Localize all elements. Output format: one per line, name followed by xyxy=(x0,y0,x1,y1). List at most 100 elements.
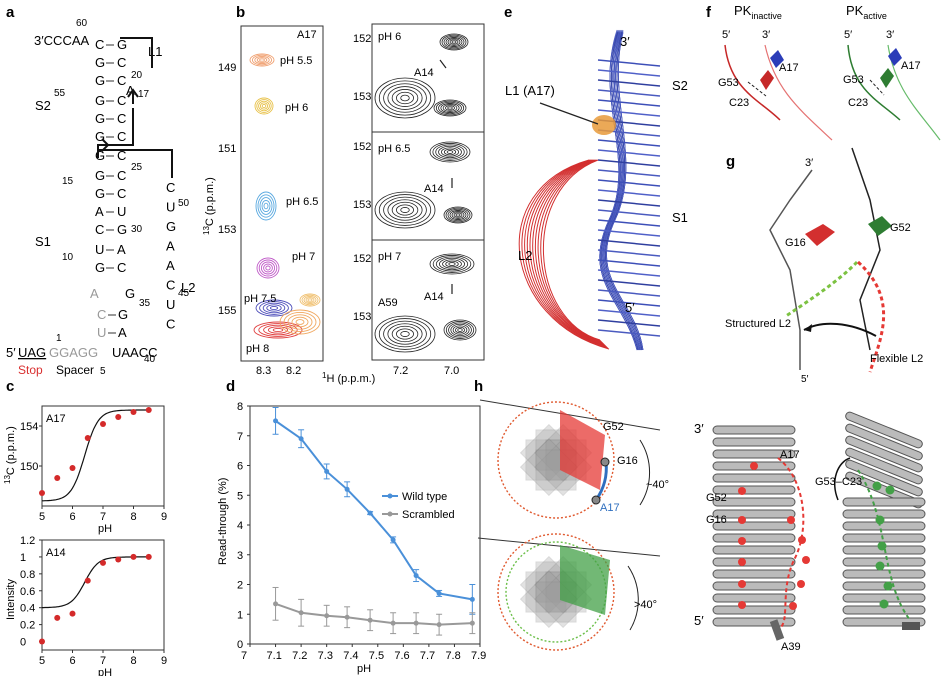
contour-ring xyxy=(451,211,465,219)
contour-ring xyxy=(448,262,456,266)
panel-label-g: g xyxy=(726,153,735,170)
bp-rod-right xyxy=(845,435,923,473)
contour-ring xyxy=(374,191,436,229)
num-50: 50 xyxy=(178,198,190,209)
contour-ring xyxy=(445,321,475,339)
base-pair-rung xyxy=(597,299,661,307)
y-label: 13C (p.p.m.) xyxy=(3,426,17,484)
f-A17-b: A17 xyxy=(901,60,921,72)
h-angle2: >40° xyxy=(634,599,657,611)
contour-ring xyxy=(305,297,315,303)
backbone-dark xyxy=(851,147,881,351)
backbone-trace xyxy=(604,31,643,351)
base-G53 xyxy=(880,68,894,88)
contour-ring xyxy=(387,323,423,345)
bp-rod-left xyxy=(712,569,796,579)
data-point xyxy=(344,486,350,492)
data-point xyxy=(54,614,61,621)
contour-ring xyxy=(449,39,459,45)
label-L2: L2 xyxy=(181,280,195,295)
base-right: U xyxy=(117,204,126,219)
hbond xyxy=(869,79,885,96)
contour-ring xyxy=(261,103,267,109)
data-point xyxy=(84,577,91,584)
plot-frame xyxy=(249,405,481,645)
b-xlabel: 1H (p.p.m.) xyxy=(322,371,375,385)
b-pH-contours xyxy=(249,53,321,339)
contour-ring xyxy=(400,207,410,213)
base-pair-rung xyxy=(597,199,661,207)
base-G53 xyxy=(760,70,774,90)
flexible-L2-path xyxy=(856,260,885,373)
bp-rod-left xyxy=(712,425,796,435)
y-tick-label: 154 xyxy=(20,421,38,433)
contour-ring xyxy=(256,257,280,279)
G52-base xyxy=(868,216,892,236)
L2-node xyxy=(738,516,746,524)
r-ytick-152c: 152 xyxy=(353,253,371,265)
base-right: C xyxy=(117,129,126,144)
contour-ring xyxy=(445,260,459,268)
contour-ring xyxy=(445,105,455,111)
base-pair-rung xyxy=(597,139,661,147)
contour-ring xyxy=(455,326,465,334)
num-5: 5 xyxy=(100,366,106,377)
panel-label-f: f xyxy=(706,4,712,21)
contour-ring xyxy=(447,106,453,110)
base-pair-rung xyxy=(597,79,661,87)
r-ytick-153c: 153 xyxy=(353,311,371,323)
base-pair-rung xyxy=(597,179,661,187)
data-point xyxy=(84,435,91,441)
data-point xyxy=(115,556,122,563)
r-xtick-70: 7.0 xyxy=(444,365,459,377)
x-tick-label: 9 xyxy=(161,511,167,523)
contour-ring xyxy=(450,323,470,337)
loop-base: A xyxy=(166,258,175,273)
y-label-sup: 13 xyxy=(3,475,12,484)
e-L1-label: L1 (A17) xyxy=(505,83,555,98)
r-ytick-153b: 153 xyxy=(353,199,371,211)
panel-d: d 7 7.1 7.2 7.3 7.4 7.5 7.6 7.7 7.8 7.9 0 1 2 3 4 5 6 7 8 W… xyxy=(217,378,486,675)
base-A17 xyxy=(770,50,784,68)
x-label: pH xyxy=(98,667,112,676)
contour-ring xyxy=(400,94,410,102)
contour-ring xyxy=(256,57,268,63)
label-pH65: pH 6.5 xyxy=(286,196,318,208)
data-point xyxy=(413,573,419,579)
y-tick-label: 1 xyxy=(237,609,243,621)
h-A17: A17 xyxy=(600,502,620,514)
structured-L2-path xyxy=(785,260,859,318)
backbone-trace xyxy=(599,30,638,351)
base-G: G xyxy=(118,307,128,322)
backbone-trace xyxy=(600,31,639,351)
x-tick-label: 6 xyxy=(70,655,76,667)
contour-ring xyxy=(446,150,454,154)
contour-ring xyxy=(396,91,414,105)
label-pH75: pH 7.5 xyxy=(244,293,276,305)
L1-line xyxy=(120,37,153,68)
series-line xyxy=(275,602,473,626)
base-right: C xyxy=(117,186,126,201)
contour-ring xyxy=(378,80,432,116)
h-r-A17: A17 xyxy=(780,449,800,461)
L2-node xyxy=(879,599,889,609)
contour-ring xyxy=(387,86,423,110)
f-5prime-b: 5′ xyxy=(844,29,852,41)
base-pair-rung xyxy=(597,269,661,277)
L2-node xyxy=(877,541,887,551)
base-left: G xyxy=(95,73,105,88)
five-prime: 5′ xyxy=(6,345,16,360)
num-55: 55 xyxy=(54,88,66,99)
arrowhead xyxy=(101,138,110,152)
sd-sequence: GGAGG xyxy=(49,345,98,360)
g-G52: G52 xyxy=(890,222,911,234)
x-label: pH xyxy=(357,663,371,675)
contour-ring xyxy=(447,38,461,46)
y-tick-label: 2 xyxy=(237,580,243,592)
h-G52: G52 xyxy=(603,421,624,433)
contour-ring xyxy=(441,34,467,50)
y-tick-label: 7 xyxy=(237,431,243,443)
bp-rod-left xyxy=(712,521,796,531)
h-r-G53C23: G53–C23 xyxy=(815,476,862,488)
x-tick-label: 7.5 xyxy=(369,650,384,662)
